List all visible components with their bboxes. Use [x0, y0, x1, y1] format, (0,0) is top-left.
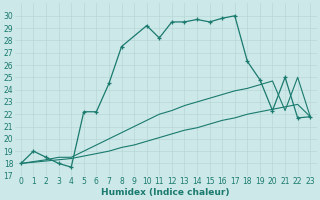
X-axis label: Humidex (Indice chaleur): Humidex (Indice chaleur): [101, 188, 230, 197]
